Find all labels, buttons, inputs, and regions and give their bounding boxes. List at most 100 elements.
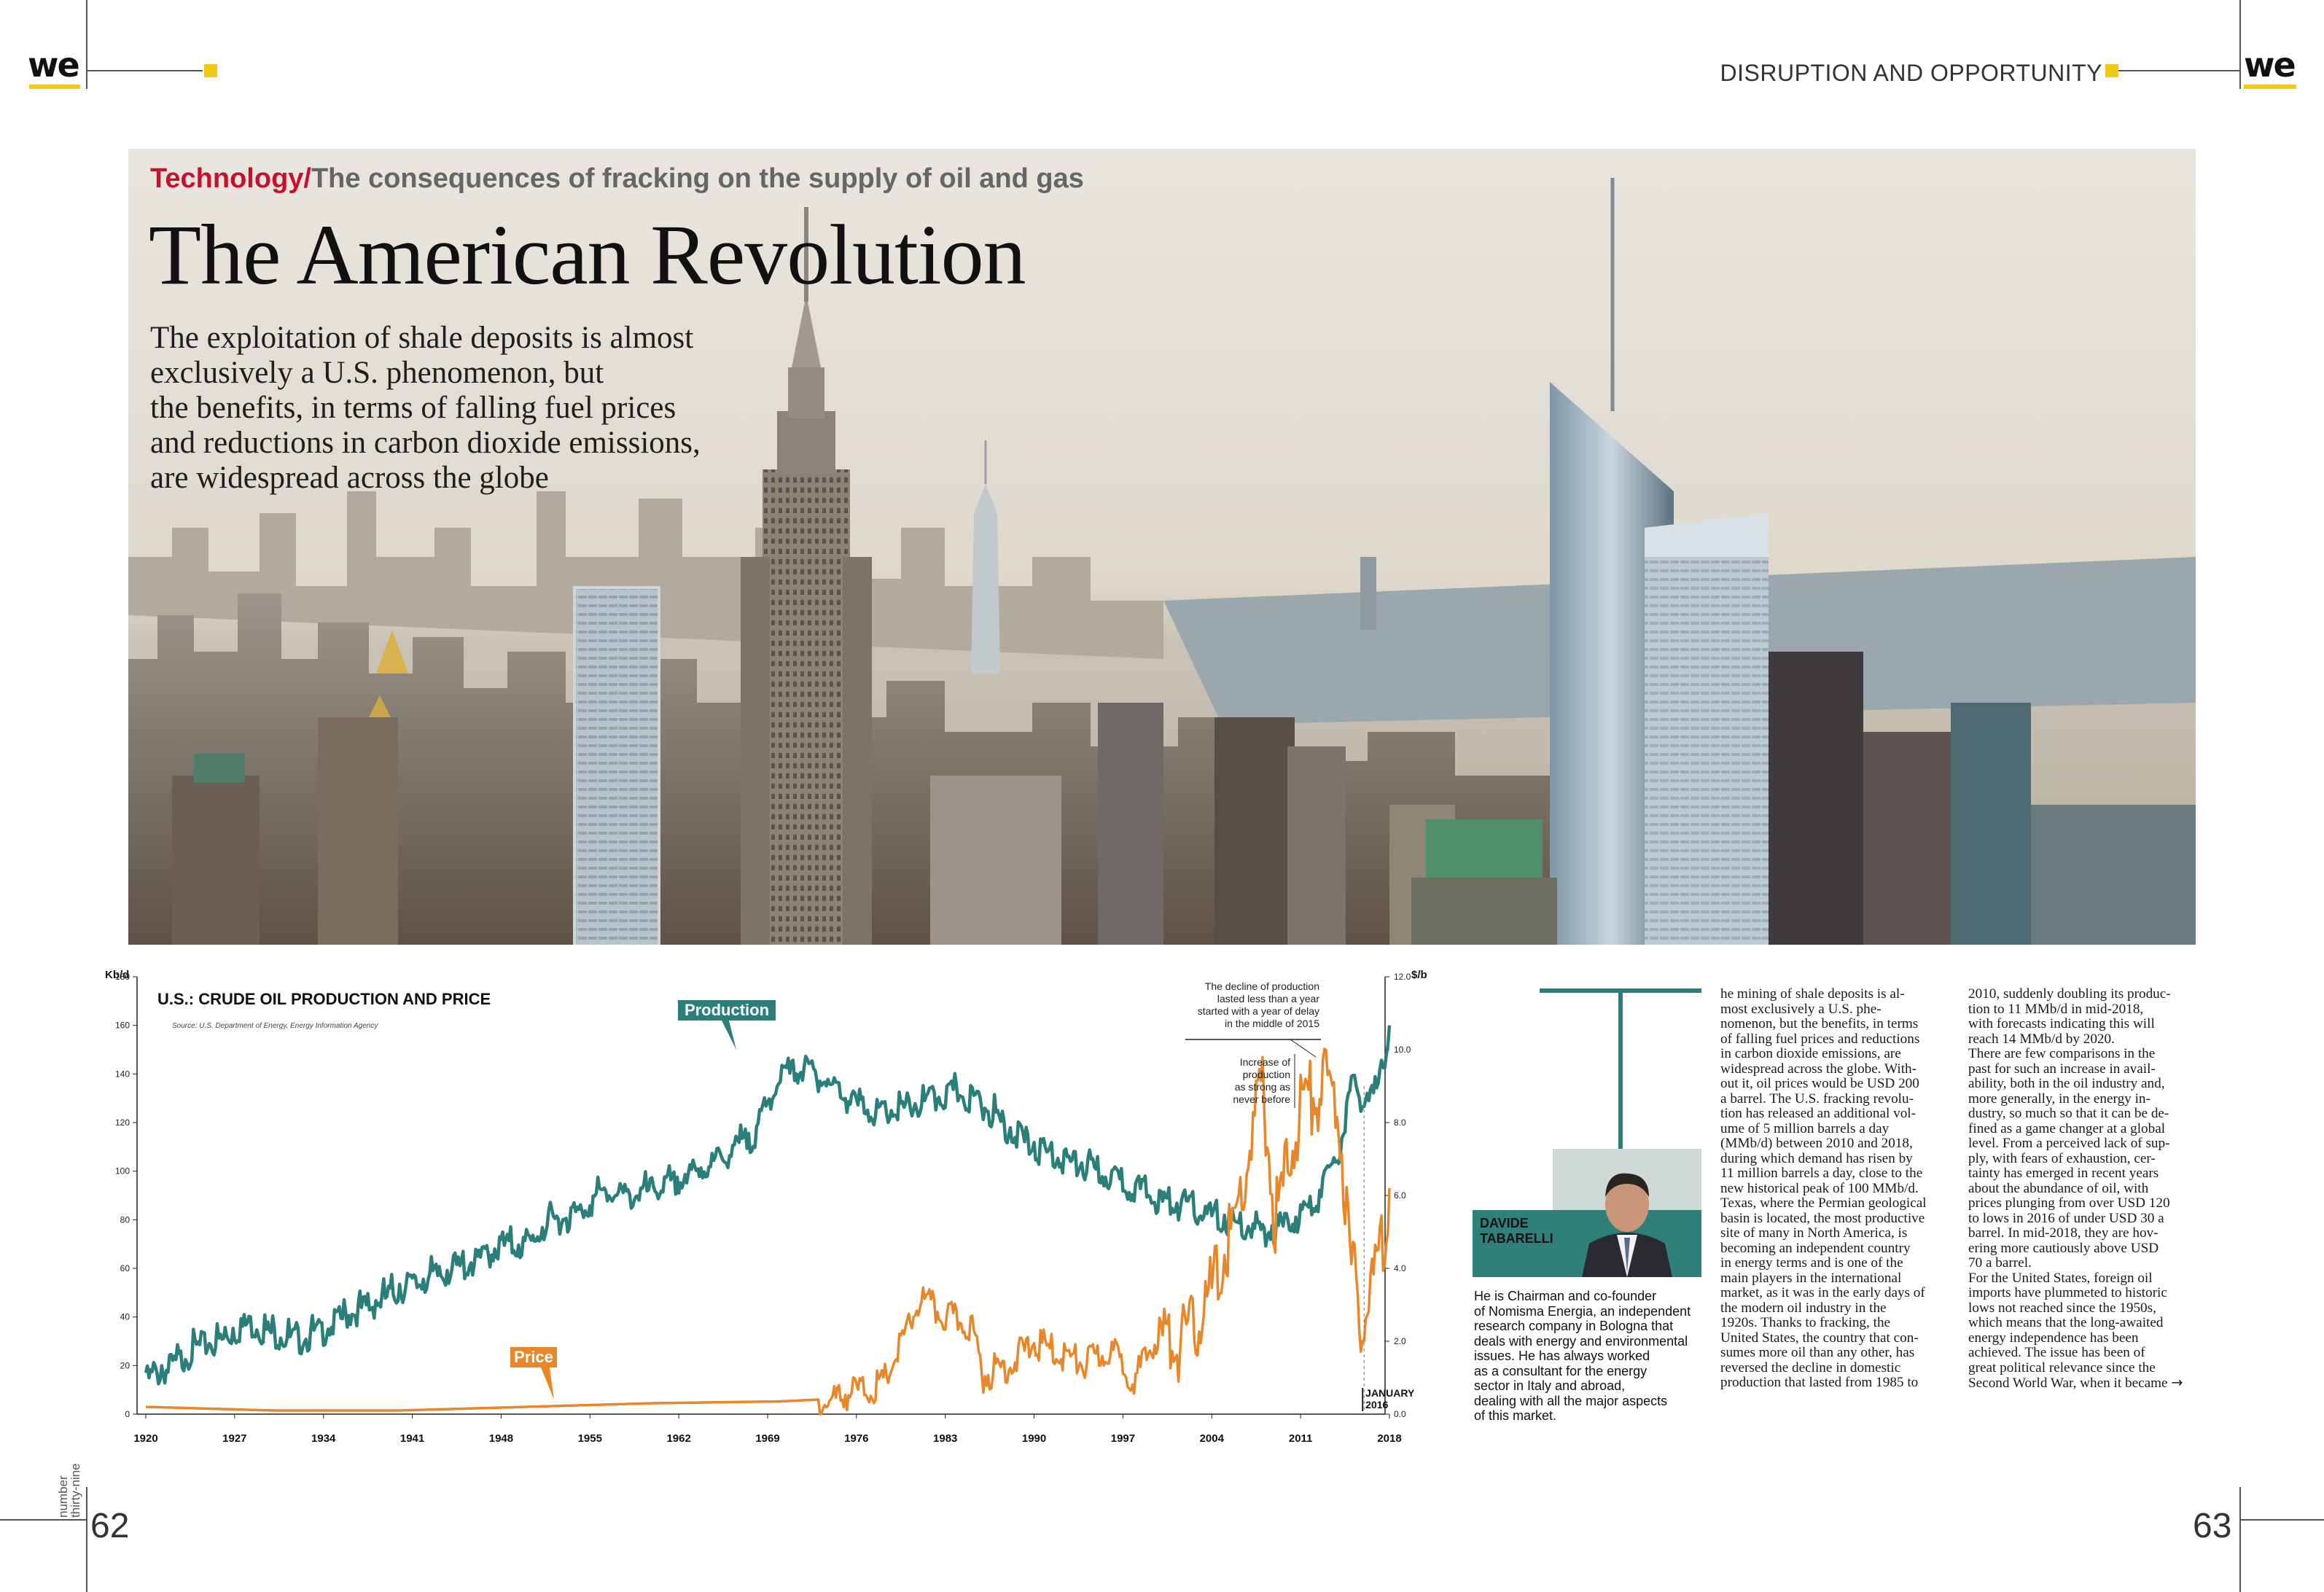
right-tick-label: 4.0	[1394, 1263, 1406, 1273]
left-tick-label: 160	[115, 1021, 130, 1031]
increase-note-line: never before	[1233, 1093, 1290, 1105]
deck-line: The exploitation of shale deposits is al…	[150, 321, 694, 355]
increase-note-line: as strong as	[1235, 1081, 1290, 1093]
issue-label: number	[56, 1475, 70, 1518]
issue-number: number thirty-nine	[56, 1463, 82, 1518]
body-line: which means that the long-awaited	[1968, 1315, 2164, 1330]
chart-canvas: Kb/d $/b U.S.: CRUDE OIL PRODUCTION AND …	[105, 969, 1427, 1445]
left-tick-label: 60	[120, 1263, 130, 1273]
author-bio: He is Chairman and co-founder of Nomisma…	[1474, 1289, 1707, 1424]
chart-title: U.S.: CRUDE OIL PRODUCTION AND PRICE	[157, 990, 491, 1008]
left-tick-label: 80	[120, 1214, 130, 1225]
body-line: (MMb/d) between 2010 and 2018,	[1720, 1136, 1913, 1151]
series-price-line	[145, 1047, 1391, 1416]
left-header-rule	[86, 70, 203, 71]
body-line: main players in the international	[1720, 1270, 1902, 1286]
increase-note-line: production	[1243, 1069, 1290, 1080]
body-line: reach 14 MMb/d by 2020.	[1968, 1031, 2115, 1047]
chart-left-unit: Kb/d	[105, 969, 129, 981]
x-tick-label: 1941	[400, 1432, 424, 1445]
body-line: in carbon dioxide emissions, are	[1720, 1046, 1901, 1061]
left-tick-label: 120	[115, 1117, 130, 1128]
body-line: fined as a game changer at a global	[1968, 1120, 2166, 1136]
hero-skyline-image	[128, 149, 2196, 945]
body-line: level. From a perceived lack of sup-	[1968, 1136, 2170, 1151]
page-number-left: 62	[90, 1507, 130, 1545]
deck-line: are widespread across the globe	[150, 461, 549, 495]
article-title: The American Revolution	[149, 207, 1026, 303]
page-number-right: 63	[2193, 1507, 2232, 1545]
body-line: basin is located, the most productive	[1720, 1210, 1925, 1226]
body-line: tion to 11 MMb/d in mid-2018,	[1968, 1001, 2144, 1017]
body-line: site of many in North America, is	[1720, 1225, 1908, 1241]
article-kicker: Technology/The consequences of fracking …	[150, 163, 1084, 195]
x-tick-label: 1955	[578, 1432, 602, 1445]
left-tick-label: 140	[115, 1069, 130, 1079]
production-label: Production	[685, 1001, 769, 1019]
left-header-marker	[204, 64, 217, 77]
decline-note-line: in the middle of 2015	[1225, 1018, 1319, 1029]
body-line: about the abundance of oil, with	[1968, 1180, 2149, 1196]
x-tick-label: 1983	[933, 1432, 957, 1445]
author-first-name: DAVIDE	[1480, 1216, 1529, 1230]
kicker-topic: The consequences of fracking on the supp…	[311, 163, 1084, 194]
bio-line: sector in Italy and abroad,	[1474, 1378, 1626, 1393]
body-line: tion has released an additional vol-	[1720, 1106, 1916, 1121]
right-logo: we	[2244, 45, 2296, 85]
left-tick-label: 100	[115, 1166, 130, 1177]
decline-note-leader	[1290, 1039, 1317, 1058]
body-line: more generally, in the energy in-	[1968, 1090, 2151, 1107]
right-header-rule	[2118, 70, 2239, 71]
decline-note-line: lasted less than a year	[1217, 993, 1319, 1004]
body-line: of falling fuel prices and reductions	[1720, 1031, 1920, 1047]
author-name: DAVIDE TABARELLI	[1480, 1216, 1553, 1246]
body-line: in energy terms and is one of the	[1720, 1255, 1903, 1271]
body-line: tainty has emerged in recent years	[1968, 1166, 2159, 1181]
body-column-1: he mining of shale deposits is al-most e…	[1720, 986, 1951, 1391]
body-line: market, as it was in the early days of	[1720, 1285, 1925, 1300]
body-line: prices plunging from over USD 120	[1968, 1195, 2170, 1211]
article-deck: The exploitation of shale deposits is al…	[150, 321, 879, 496]
left-tick-label: 20	[120, 1360, 130, 1370]
chart-source: Source: U.S. Department of Energy, Energ…	[172, 1022, 378, 1030]
january-note-line: 2016	[1365, 1399, 1388, 1410]
oil-production-price-chart: Kb/d $/b U.S.: CRUDE OIL PRODUCTION AND …	[95, 962, 1458, 1487]
x-tick-label: 1997	[1111, 1432, 1135, 1445]
production-label-pointer	[722, 1021, 736, 1050]
series-production-line	[144, 1025, 1392, 1386]
issue-value: thirty-nine	[69, 1463, 82, 1518]
x-tick-label: 1927	[222, 1432, 246, 1445]
running-title: DISRUPTION AND OPPORTUNITY	[1720, 60, 2102, 86]
right-tick-label: 10.0	[1394, 1045, 1411, 1055]
body-line: a barrel. The U.S. fracking revolu-	[1720, 1090, 1914, 1107]
body-line: Second World War, when it became →	[1968, 1374, 2199, 1392]
body-line: he mining of shale deposits is al-	[1720, 986, 1905, 1002]
body-line: nomenon, but the benefits, in terms	[1720, 1016, 1919, 1031]
author-portrait	[1553, 1149, 1701, 1277]
body-line: There are few comparisons in the	[1968, 1046, 2156, 1061]
price-label-box	[510, 1347, 557, 1367]
price-label: Price	[514, 1348, 553, 1366]
body-line: reversed the decline in domestic	[1720, 1359, 1901, 1376]
deck-line: exclusively a U.S. phenomenon, but	[150, 356, 604, 390]
deck-line: the benefits, in terms of falling fuel p…	[150, 391, 676, 425]
right-header-marker	[2105, 64, 2118, 77]
right-tick-label: 0.0	[1394, 1409, 1406, 1419]
bio-line: deals with energy and environmental	[1474, 1333, 1688, 1349]
x-tick-label: 1920	[133, 1432, 157, 1445]
bio-line: of this market.	[1474, 1408, 1557, 1423]
body-line: sumes more oil than any other, has	[1720, 1345, 1915, 1360]
body-line: Texas, where the Permian geological	[1720, 1195, 1927, 1211]
continue-arrow-icon: →	[2171, 1374, 2183, 1391]
right-footer-line	[2239, 1487, 2241, 1592]
body-line: ply, with fears of exhaustion, cer-	[1968, 1150, 2156, 1166]
right-tick-label: 6.0	[1394, 1190, 1406, 1201]
body-line: lows not reached since the 1950s,	[1968, 1300, 2156, 1316]
body-line: barrel. In mid-2018, they are hov-	[1968, 1225, 2159, 1241]
x-tick-label: 1990	[1022, 1432, 1046, 1445]
body-line: production that lasted from 1985 to	[1720, 1375, 1919, 1390]
right-tick-label: 12.0	[1394, 972, 1411, 982]
body-line: with forecasts indicating this will	[1968, 1016, 2155, 1031]
x-tick-label: 1934	[311, 1432, 336, 1445]
body-line: during which demand has risen by	[1720, 1150, 1913, 1166]
